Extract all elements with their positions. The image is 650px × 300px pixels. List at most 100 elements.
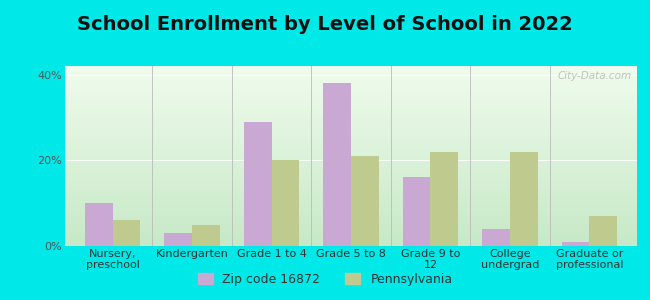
Bar: [65, 154, 637, 156]
Bar: [244, 122, 272, 246]
Bar: [65, 77, 637, 79]
Bar: [65, 230, 637, 232]
Bar: [65, 149, 637, 151]
Bar: [65, 93, 637, 95]
Bar: [65, 131, 637, 133]
Bar: [65, 115, 637, 116]
Bar: [65, 232, 637, 233]
Bar: [65, 214, 637, 215]
Bar: [65, 206, 637, 208]
Bar: [65, 66, 637, 68]
Bar: [65, 201, 637, 203]
Bar: [65, 152, 637, 154]
Bar: [65, 113, 637, 115]
Bar: [65, 224, 637, 226]
Bar: [65, 183, 637, 185]
Bar: [65, 140, 637, 142]
Bar: [65, 68, 637, 70]
Bar: [65, 244, 637, 246]
Bar: [65, 172, 637, 174]
Legend: Zip code 16872, Pennsylvania: Zip code 16872, Pennsylvania: [192, 268, 458, 291]
Bar: [402, 177, 430, 246]
Bar: [65, 242, 637, 244]
Bar: [510, 152, 538, 246]
Bar: [65, 143, 637, 145]
Bar: [65, 239, 637, 241]
Bar: [430, 152, 458, 246]
Bar: [65, 161, 637, 163]
Bar: [65, 203, 637, 205]
Bar: [351, 156, 379, 246]
Bar: [65, 179, 637, 181]
Bar: [65, 75, 637, 77]
Bar: [65, 120, 637, 122]
Bar: [65, 156, 637, 158]
Bar: [65, 194, 637, 196]
Bar: [65, 190, 637, 192]
Bar: [65, 219, 637, 221]
Bar: [65, 129, 637, 131]
Bar: [112, 220, 140, 246]
Bar: [65, 196, 637, 197]
Bar: [65, 98, 637, 100]
Bar: [65, 215, 637, 217]
Bar: [65, 79, 637, 80]
Bar: [65, 104, 637, 106]
Bar: [65, 170, 637, 172]
Bar: [65, 165, 637, 167]
Bar: [65, 124, 637, 125]
Bar: [65, 185, 637, 187]
Bar: [164, 233, 192, 246]
Bar: [65, 205, 637, 206]
Text: City-Data.com: City-Data.com: [557, 71, 631, 81]
Bar: [65, 228, 637, 230]
Bar: [65, 197, 637, 199]
Bar: [65, 138, 637, 140]
Bar: [482, 229, 510, 246]
Bar: [65, 151, 637, 152]
Bar: [65, 176, 637, 178]
Bar: [65, 208, 637, 210]
Bar: [65, 109, 637, 111]
Bar: [65, 107, 637, 109]
Bar: [65, 122, 637, 124]
Bar: [65, 237, 637, 239]
Bar: [65, 241, 637, 242]
Bar: [65, 199, 637, 201]
Bar: [65, 192, 637, 194]
Bar: [65, 181, 637, 183]
Bar: [65, 145, 637, 147]
Bar: [65, 100, 637, 102]
Bar: [65, 212, 637, 214]
Bar: [65, 84, 637, 86]
Bar: [65, 167, 637, 169]
Bar: [65, 89, 637, 91]
Bar: [65, 160, 637, 161]
Bar: [65, 106, 637, 107]
Bar: [590, 216, 617, 246]
Bar: [192, 225, 220, 246]
Bar: [65, 91, 637, 93]
Bar: [65, 217, 637, 219]
Bar: [65, 97, 637, 98]
Bar: [65, 163, 637, 165]
Bar: [65, 233, 637, 235]
Bar: [65, 95, 637, 97]
Bar: [65, 111, 637, 113]
Bar: [65, 174, 637, 176]
Bar: [85, 203, 112, 246]
Bar: [65, 210, 637, 212]
Bar: [65, 158, 637, 160]
Bar: [65, 221, 637, 223]
Bar: [65, 102, 637, 104]
Bar: [65, 73, 637, 75]
Bar: [65, 70, 637, 71]
Bar: [65, 133, 637, 134]
Bar: [65, 169, 637, 170]
Bar: [65, 188, 637, 190]
Bar: [65, 147, 637, 149]
Bar: [65, 116, 637, 118]
Bar: [65, 71, 637, 73]
Bar: [65, 223, 637, 224]
Bar: [65, 80, 637, 82]
